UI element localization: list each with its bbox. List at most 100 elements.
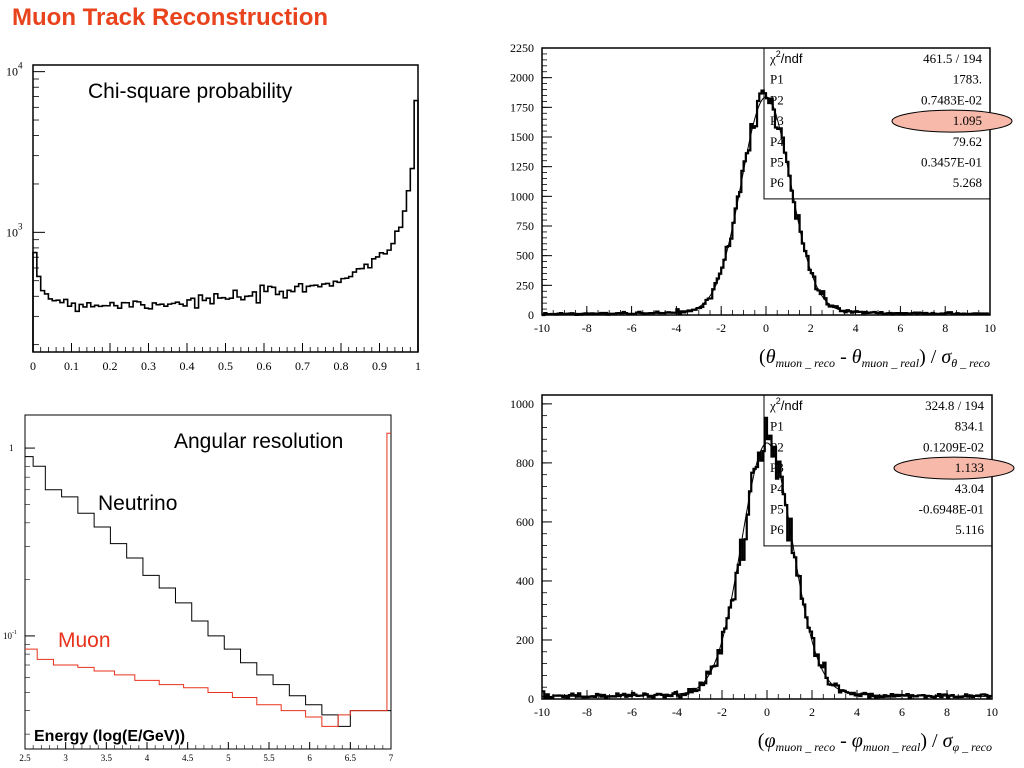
- phi-param-name: P4: [770, 481, 784, 496]
- phi-x-tick-label: -8: [582, 705, 592, 719]
- theta-param-value: 79.62: [953, 134, 982, 149]
- angular-x-tick-label: 5: [226, 753, 231, 763]
- chi2-y-tick-label: 103: [6, 221, 23, 239]
- angular-y-tick-label: 1: [9, 443, 14, 453]
- theta-x-tick-label: 0: [763, 321, 769, 335]
- angular-x-tick-label: 6.5: [345, 753, 357, 763]
- chi2-x-tick-label: 0.4: [180, 359, 195, 373]
- phi-param-value: -0.6948E-01: [919, 502, 984, 517]
- angular-x-tick-label: 3: [63, 753, 68, 763]
- theta-param-value: 1783.: [953, 72, 982, 87]
- chi2-histogram-line: [32, 99, 419, 352]
- theta-param-name: P4: [770, 134, 784, 149]
- chi2-x-tick-label: 0.5: [218, 359, 233, 373]
- angular-x-tick-label: 5.5: [263, 753, 275, 763]
- angular-annotation: Angular resolution: [174, 430, 343, 453]
- theta-stats-box: χ2/ndf 461.5 / 194 P1 1783. P2 0.7483E-02 P3 1.…: [763, 47, 1013, 200]
- phi-xlabel-text: (φmuon _ reco - φmuon _ real) / σφ _ rec…: [758, 730, 992, 754]
- theta-y-tick-label: 1500: [510, 130, 534, 144]
- phi-param-name: P2: [770, 439, 784, 454]
- theta-x-tick-label: 6: [897, 321, 903, 335]
- chi2-x-tick-label: 0.7: [295, 359, 310, 373]
- theta-y-tick-label: 1250: [510, 160, 534, 174]
- phi-chi2-value: 324.8 / 194: [925, 398, 984, 413]
- neutrino-step-line: [25, 456, 391, 727]
- theta-p3-highlight: [891, 109, 1013, 133]
- theta-y-tick-label: 500: [516, 249, 534, 263]
- theta-x-tick-label: 2: [808, 321, 814, 335]
- phi-y-tick-label: 400: [516, 574, 534, 588]
- theta-y-tick-label: 2250: [510, 41, 534, 55]
- theta-y-tick-label: 1000: [510, 189, 534, 203]
- page-title: Muon Track Reconstruction: [12, 4, 329, 31]
- phi-x-tick-label: 10: [986, 705, 998, 719]
- muon-label: Muon: [58, 629, 111, 652]
- theta-param-name: P5: [770, 155, 784, 170]
- theta-param-name: P1: [770, 72, 784, 87]
- theta-frame: [541, 47, 991, 316]
- phi-param-value: 1.133: [955, 460, 984, 475]
- phi-resolution-plot: -10 -8 -6 -4 -2 0 2 4 6 8 10 0 200 400 600 800 1000 χ2/n…: [510, 394, 1015, 754]
- phi-x-tick-label: 8: [944, 705, 950, 719]
- phi-param-value: 0.1209E-02: [923, 439, 984, 454]
- chi2-probability-plot: 0 0.1 0.2 0.3 0.4 0.5 0.6 0.7 0.8 0.9 1 103 104 Chi-…: [6, 61, 421, 373]
- phi-y-tick-label: 600: [516, 515, 534, 529]
- angular-resolution-plot: 2.5 3 3.5 4 4.5 5 5.5 6 6.5 7 1 10-1 Angular resolu…: [3, 414, 394, 763]
- chi2-frame: [32, 64, 419, 353]
- theta-x-tick-label: 4: [853, 321, 859, 335]
- theta-resolution-plot: -10 -8 -6 -4 -2 0 2 4 6 8 10 0 250 500 750 1000 1250 1500…: [510, 41, 1013, 370]
- theta-y-tick-label: 750: [516, 219, 534, 233]
- theta-param-name: P2: [770, 92, 784, 107]
- neutrino-label: Neutrino: [98, 492, 177, 515]
- angular-x-tick-label: 6: [307, 753, 312, 763]
- muon-step-line: [25, 432, 391, 727]
- theta-param-value: 0.7483E-02: [921, 92, 982, 107]
- phi-y-tick-label: 800: [516, 456, 534, 470]
- angular-x-tick-label: 4.5: [182, 753, 194, 763]
- theta-param-value: 5.268: [953, 175, 982, 190]
- phi-x-tick-label: 6: [899, 705, 905, 719]
- theta-x-tick-label: 8: [942, 321, 948, 335]
- chi2-y-tick-label: 104: [6, 61, 23, 79]
- theta-fit-curve: [542, 96, 990, 315]
- theta-x-tick-label: -8: [582, 321, 592, 335]
- phi-p3-highlight: [893, 456, 1015, 480]
- phi-y-tick-label: 0: [528, 692, 534, 706]
- chi2-x-tick-label: 1: [415, 359, 421, 373]
- phi-param-name: P1: [770, 419, 784, 434]
- phi-param-name: P6: [770, 522, 784, 537]
- phi-y-tick-label: 200: [516, 633, 534, 647]
- phi-chi2-label: χ2/ndf: [769, 396, 803, 413]
- chi2-x-tick-label: 0.1: [64, 359, 79, 373]
- theta-param-value: 1.095: [953, 113, 982, 128]
- chi2-x-tick-label: 0: [30, 359, 36, 373]
- phi-x-tick-label: 2: [809, 705, 815, 719]
- phi-x-tick-label: -6: [627, 705, 637, 719]
- theta-y-tick-label: 250: [516, 278, 534, 292]
- theta-x-tick-label: -2: [716, 321, 726, 335]
- theta-xlabel-text: (θmuon _ reco - θmuon _ real) / σθ _ rec…: [759, 346, 990, 370]
- phi-param-value: 43.04: [955, 481, 985, 496]
- theta-chi2-label: χ2/ndf: [769, 49, 803, 66]
- angular-frame: [24, 414, 392, 750]
- chi2-x-tick-label: 0.8: [334, 359, 349, 373]
- chi2-annotation: Chi-square probability: [88, 80, 293, 103]
- theta-y-tick-label: 0: [528, 308, 534, 322]
- theta-param-name: P6: [770, 175, 784, 190]
- phi-data-histogram: [542, 416, 992, 700]
- phi-y-tick-label: 1000: [510, 397, 534, 411]
- angular-x-axis-label: Energy (log(E/GeV)): [34, 728, 185, 745]
- phi-param-name: P3: [770, 460, 784, 475]
- theta-x-tick-label: -4: [671, 321, 681, 335]
- theta-x-tick-label: -10: [534, 321, 550, 335]
- chi2-x-tick-label: 0.9: [372, 359, 387, 373]
- angular-x-tick-label: 7: [389, 753, 394, 763]
- phi-x-tick-label: -4: [672, 705, 682, 719]
- chi2-x-tick-label: 0.2: [103, 359, 118, 373]
- phi-x-tick-label: -10: [534, 705, 550, 719]
- chi2-x-tick-label: 0.3: [141, 359, 156, 373]
- theta-x-tick-label: 10: [984, 321, 996, 335]
- phi-x-tick-label: 4: [854, 705, 860, 719]
- phi-param-value: 834.1: [955, 419, 984, 434]
- angular-x-tick-label: 4: [145, 753, 150, 763]
